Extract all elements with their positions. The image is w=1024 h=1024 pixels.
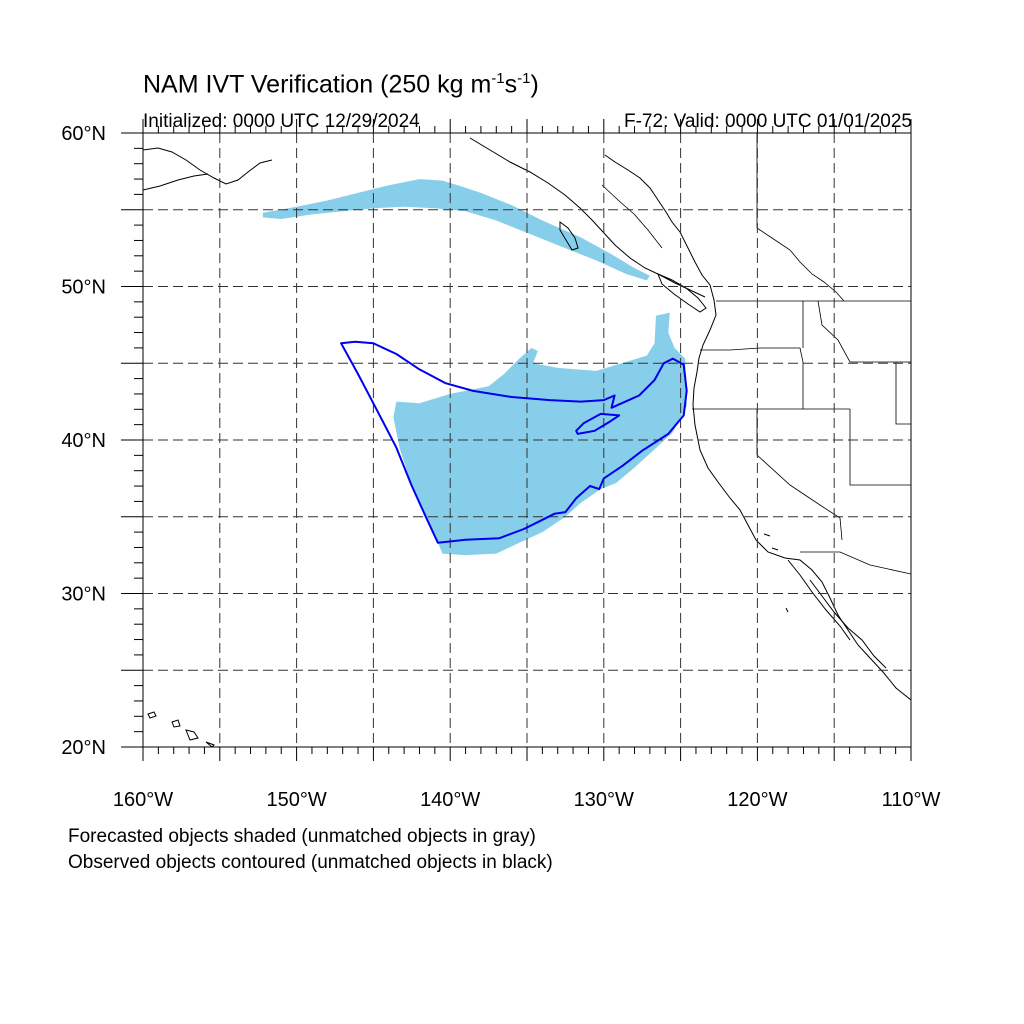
border-bc-alberta bbox=[756, 133, 845, 302]
island-queen-charlotte bbox=[559, 221, 579, 251]
lat-label: 50°N bbox=[61, 277, 106, 299]
lon-label: 160°W bbox=[113, 789, 173, 811]
title-text: NAM IVT Verification (250 kg m bbox=[143, 70, 492, 99]
gulf-of-california bbox=[809, 579, 887, 669]
axis-ticks bbox=[121, 119, 912, 761]
title-superscript-1: -1 bbox=[491, 70, 505, 87]
title-text-mid: s bbox=[504, 70, 518, 99]
baja-coast bbox=[787, 559, 851, 641]
border-wy bbox=[895, 362, 911, 425]
title-text-end: ) bbox=[530, 70, 539, 99]
longitude-labels: 160°W 150°W 140°W 130°W 120°W 110°W bbox=[113, 789, 941, 811]
lon-label: 150°W bbox=[266, 789, 326, 811]
lat-label: 60°N bbox=[61, 123, 106, 145]
observed-legend-note: Observed objects contoured (unmatched ob… bbox=[68, 852, 553, 873]
lat-label: 20°N bbox=[61, 737, 106, 759]
initialized-label: Initialized: 0000 UTC 12/29/2024 bbox=[143, 111, 420, 132]
title-superscript-2: -1 bbox=[517, 70, 531, 87]
lat-label: 40°N bbox=[61, 430, 106, 452]
lat-label: 30°N bbox=[61, 584, 106, 606]
border-wa-or bbox=[700, 347, 804, 409]
border-ca-nv bbox=[756, 409, 843, 541]
island-vancouver bbox=[657, 273, 707, 313]
observed-objects bbox=[340, 340, 688, 544]
graticule bbox=[143, 133, 911, 747]
forecast-legend-note: Forecasted objects shaded (unmatched obj… bbox=[68, 826, 536, 847]
lon-label: 110°W bbox=[882, 789, 941, 811]
coastline-north-america bbox=[604, 154, 911, 701]
forecast-object-2 bbox=[393, 312, 687, 556]
lon-label: 130°W bbox=[574, 789, 634, 811]
border-id bbox=[802, 300, 911, 363]
political-borders bbox=[601, 133, 911, 575]
forecast-objects bbox=[262, 179, 687, 556]
coastlines bbox=[143, 137, 911, 747]
map-title: NAM IVT Verification (250 kg m-1s-1) bbox=[143, 70, 539, 99]
coastline-alaska-panhandle bbox=[469, 137, 706, 298]
lon-label: 120°W bbox=[727, 789, 787, 811]
border-nv-ut bbox=[849, 409, 911, 486]
coastline-alaska-west bbox=[143, 147, 273, 185]
border-alaska-canada bbox=[601, 184, 663, 249]
forecast-object-1 bbox=[262, 179, 650, 281]
lon-label: 140°W bbox=[420, 789, 480, 811]
hawaii-islands bbox=[147, 711, 215, 747]
observed-contour-1 bbox=[340, 340, 688, 544]
coastline-alaska-peninsula bbox=[143, 173, 209, 191]
observed-contour-2 bbox=[575, 412, 621, 435]
latitude-labels: 60°N 50°N 40°N 30°N 20°N bbox=[61, 123, 106, 759]
channel-islands bbox=[763, 533, 789, 613]
border-us-mexico bbox=[800, 551, 911, 575]
